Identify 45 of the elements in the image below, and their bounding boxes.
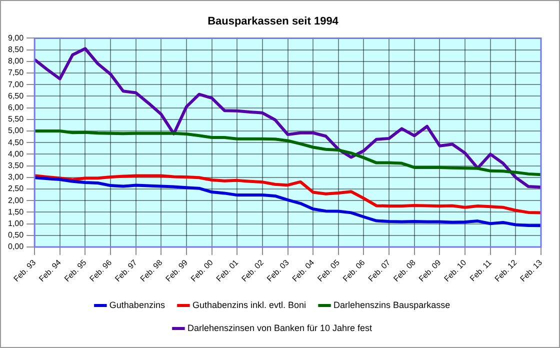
legend-label: Darlehenszins Bausparkasse bbox=[334, 300, 450, 310]
x-tick-label: Feb. 10 bbox=[442, 258, 468, 284]
x-tick-label: Feb. 07 bbox=[366, 258, 392, 284]
x-tick-label: Feb. 94 bbox=[37, 258, 64, 284]
x-tick-label: Feb. 00 bbox=[189, 258, 216, 284]
chart-title: Bausparkassen seit 1994 bbox=[208, 16, 340, 28]
y-tick-label: 7,50 bbox=[8, 68, 24, 78]
x-tick-label: Feb. 96 bbox=[88, 258, 114, 284]
x-tick-label: Feb. 09 bbox=[417, 258, 444, 284]
y-tick-label: 2,50 bbox=[8, 184, 24, 194]
x-tick-label: Feb. 01 bbox=[214, 258, 240, 284]
y-tick-label: 9,00 bbox=[8, 33, 24, 42]
y-tick-label: 5,00 bbox=[8, 126, 24, 136]
y-tick-label: 0,50 bbox=[8, 230, 24, 240]
x-tick-label: Feb. 11 bbox=[468, 258, 494, 284]
y-tick-label: 1,00 bbox=[8, 219, 24, 228]
x-tick-label: Feb. 03 bbox=[265, 258, 292, 284]
y-tick-label: 8,00 bbox=[8, 56, 24, 66]
y-tick-label: 3,00 bbox=[8, 172, 24, 182]
y-tick-label: 4,00 bbox=[8, 149, 24, 158]
y-tick-label: 8,50 bbox=[8, 45, 24, 54]
legend-label: Guthabenzins inkl. evtl. Boni bbox=[192, 300, 306, 310]
x-tick-label: Feb. 93 bbox=[12, 258, 38, 284]
x-tick-label: Feb. 06 bbox=[341, 258, 368, 284]
y-tick-label: 5,50 bbox=[8, 114, 24, 124]
x-tick-label: Feb. 05 bbox=[316, 258, 342, 284]
legend-label: Darlehenszinsen von Banken für 10 Jahre fest bbox=[187, 322, 373, 333]
x-tick-label: Feb. 99 bbox=[164, 258, 190, 284]
x-tick-label: Feb. 12 bbox=[493, 258, 520, 284]
x-tick-label: Feb. 02 bbox=[240, 258, 266, 284]
x-tick-label: Feb. 95 bbox=[62, 258, 89, 284]
y-tick-label: 0,00 bbox=[8, 242, 24, 252]
y-tick-label: 7,00 bbox=[8, 80, 24, 89]
x-tick-label: Feb. 08 bbox=[392, 258, 418, 284]
y-tick-label: 1,50 bbox=[8, 207, 24, 216]
legend-label: Guthabenzins bbox=[109, 300, 166, 310]
x-tick-label: Feb. 97 bbox=[113, 258, 140, 284]
x-tick-label: Feb. 13 bbox=[518, 258, 544, 284]
x-tick-label: Feb. 98 bbox=[138, 258, 165, 284]
y-tick-label: 6,00 bbox=[8, 103, 24, 112]
y-tick-label: 4,50 bbox=[8, 138, 24, 147]
y-tick-label: 6,50 bbox=[8, 91, 24, 100]
y-tick-label: 2,00 bbox=[8, 196, 24, 205]
y-tick-label: 3,50 bbox=[8, 161, 24, 170]
x-tick-label: Feb. 04 bbox=[290, 258, 316, 284]
